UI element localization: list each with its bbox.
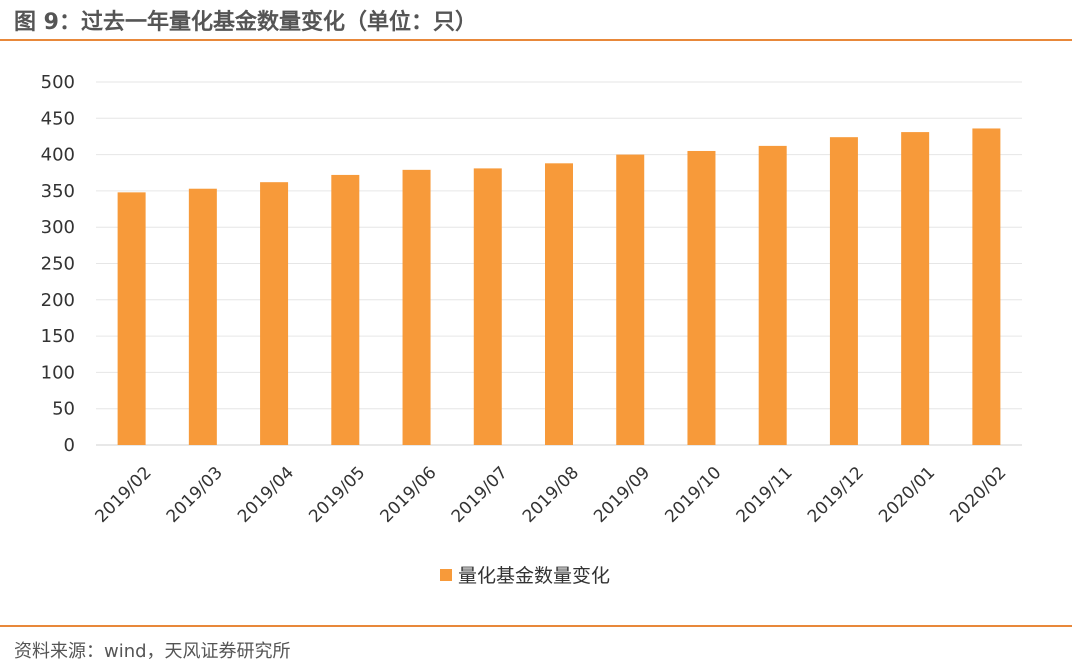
y-axis: 0 50 100 150 200 250 300 350 400 450 500 bbox=[41, 72, 75, 456]
y-tick-label: 50 bbox=[52, 399, 75, 420]
source-note: 资料来源：wind，天风证券研究所 bbox=[14, 641, 291, 662]
bar-2019-11 bbox=[758, 145, 787, 445]
bar-2019-03 bbox=[188, 188, 217, 446]
legend-label: 量化基金数量变化 bbox=[458, 565, 610, 587]
footer-divider bbox=[0, 625, 1072, 627]
bar-2019-04 bbox=[260, 182, 289, 446]
header-divider bbox=[0, 39, 1072, 41]
figure-title: 图 9：过去一年量化基金数量变化（单位：只） bbox=[14, 10, 477, 35]
y-tick-label: 100 bbox=[41, 362, 75, 383]
y-tick-label: 150 bbox=[41, 326, 75, 347]
x-tick-label: 2019/10 bbox=[661, 463, 725, 527]
x-tick-label: 2019/07 bbox=[448, 463, 512, 527]
x-tick-label: 2019/06 bbox=[376, 463, 440, 527]
bar-2019-02 bbox=[117, 192, 146, 445]
y-tick-label: 250 bbox=[41, 254, 75, 275]
bar-2019-07 bbox=[473, 168, 502, 446]
bar-2019-09 bbox=[616, 154, 645, 445]
bar-2019-12 bbox=[829, 137, 858, 445]
bar-2020-02 bbox=[972, 128, 1001, 445]
y-tick-label: 450 bbox=[41, 108, 75, 129]
x-tick-label: 2019/02 bbox=[92, 463, 156, 527]
x-tick-label: 2019/11 bbox=[733, 463, 797, 527]
bar-2019-10 bbox=[687, 150, 716, 445]
bar-2019-08 bbox=[545, 163, 573, 445]
bar-series bbox=[117, 128, 1001, 446]
x-tick-label: 2019/04 bbox=[234, 463, 298, 527]
x-tick-label: 2019/08 bbox=[519, 463, 583, 527]
y-tick-label: 0 bbox=[64, 435, 75, 456]
y-tick-label: 200 bbox=[41, 290, 75, 311]
x-tick-label: 2019/12 bbox=[804, 463, 868, 527]
x-tick-label: 2020/01 bbox=[875, 463, 939, 527]
legend-swatch bbox=[440, 569, 452, 581]
y-tick-label: 400 bbox=[41, 145, 75, 166]
x-tick-label: 2020/02 bbox=[946, 463, 1010, 527]
x-tick-label: 2019/09 bbox=[590, 463, 654, 527]
x-axis: 2019/02 2019/03 2019/04 2019/05 2019/06 2019/… bbox=[92, 463, 1011, 527]
bar-2020-01 bbox=[901, 132, 930, 445]
y-tick-label: 300 bbox=[41, 217, 75, 238]
y-tick-label: 500 bbox=[41, 72, 75, 93]
bar-2019-06 bbox=[402, 169, 431, 445]
y-tick-label: 350 bbox=[41, 181, 75, 202]
x-tick-label: 2019/03 bbox=[163, 463, 227, 527]
x-tick-label: 2019/05 bbox=[305, 463, 369, 527]
bar-2019-05 bbox=[331, 174, 360, 446]
legend: 量化基金数量变化 bbox=[440, 565, 610, 587]
